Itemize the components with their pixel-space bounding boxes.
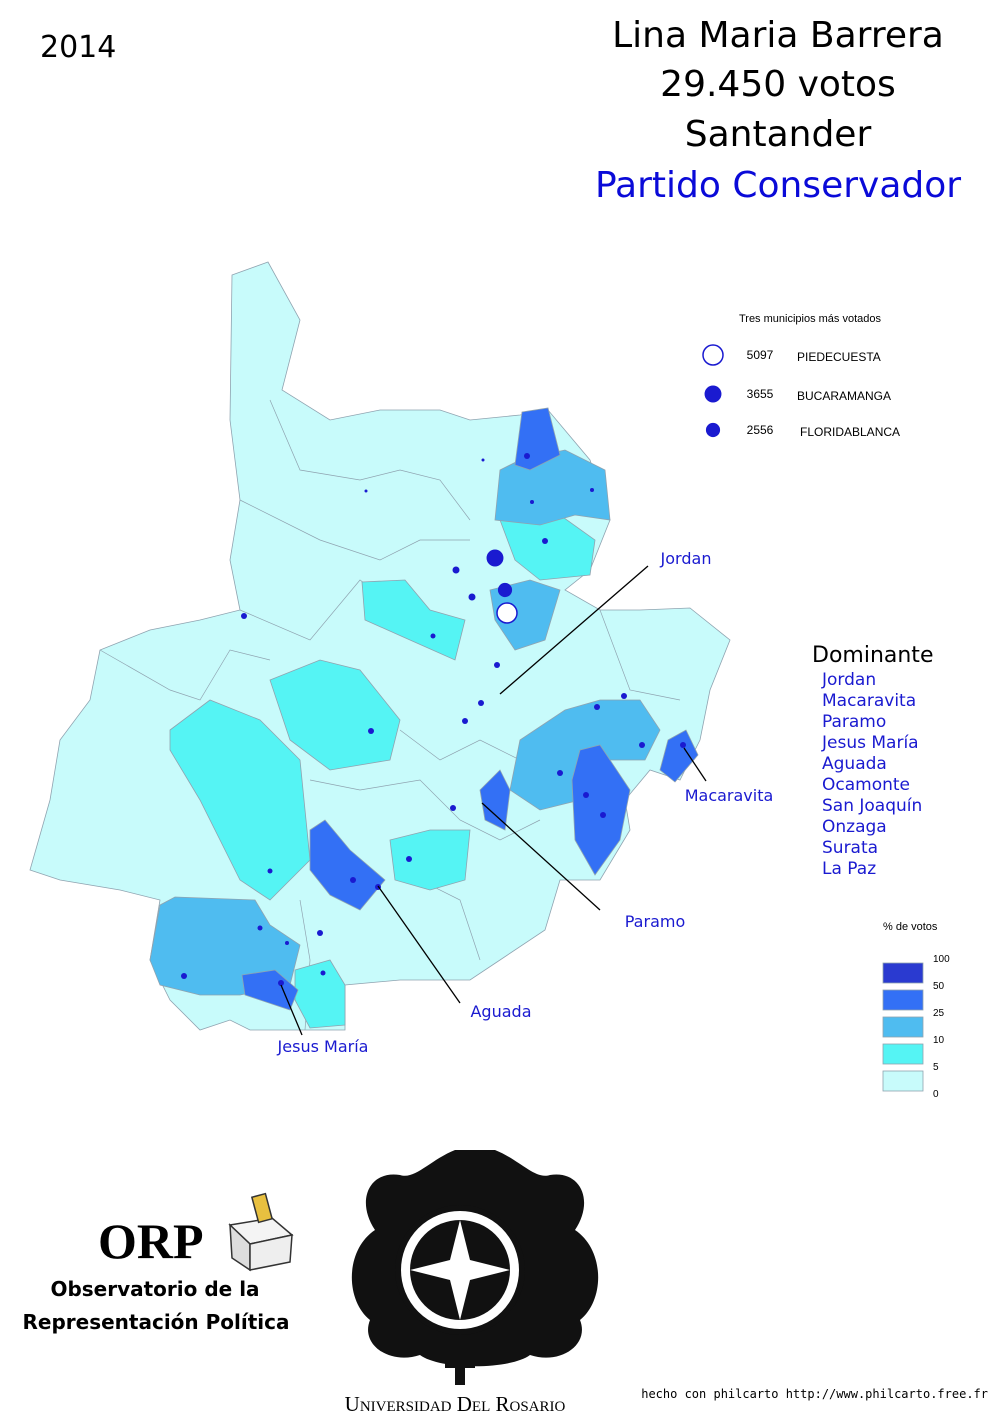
legend-name: PIEDECUESTA <box>797 350 881 364</box>
top-municipality-symbols <box>486 549 518 624</box>
legend-swatch <box>882 1070 924 1092</box>
dominant-item: Macaravita <box>822 691 916 711</box>
region-25-50 <box>309 819 386 911</box>
callout-line <box>377 885 461 1004</box>
legend-swatch <box>882 1016 924 1038</box>
legend-break: 100 <box>933 954 950 965</box>
map: Jordan Macaravita Paramo Aguada Jesus María <box>29 261 774 1056</box>
year: 2014 <box>40 30 116 65</box>
credit: hecho con philcarto http://www.philcarto… <box>641 1387 988 1401</box>
region-5-10 <box>169 699 311 901</box>
dominant-item: Jordan <box>821 670 876 690</box>
callout-line <box>481 802 601 911</box>
vote-total: 29.450 votos <box>660 64 896 105</box>
dominant-item: San Joaquín <box>822 796 922 816</box>
region-5-10 <box>294 959 346 1029</box>
callout-line <box>280 984 303 1036</box>
callout-label: Aguada <box>470 1002 531 1021</box>
callout-label: Macaravita <box>685 786 774 805</box>
legend-symbol <box>704 385 722 403</box>
legend-break: 0 <box>933 1089 939 1100</box>
party: Partido Conservador <box>595 165 961 206</box>
orp-line-1: Observatorio de la <box>50 1277 259 1301</box>
dominant-title: Dominante <box>812 643 933 668</box>
callouts: Jordan Macaravita Paramo Aguada Jesus María <box>277 549 774 1056</box>
ballot-icon <box>228 1192 294 1272</box>
legend-symbol <box>702 344 724 366</box>
legend-symbol <box>705 422 721 438</box>
callout-line <box>499 565 649 695</box>
legend-name: BUCARAMANGA <box>797 389 891 403</box>
map-symbol <box>496 602 518 624</box>
callout-label: Paramo <box>625 912 686 931</box>
region-25-50 <box>659 729 699 783</box>
orp-line-2: Representación Política <box>22 1310 289 1334</box>
top-municipalities-legend: Tres municipios más votados 5097 PIEDECUE… <box>702 313 900 439</box>
dominant-item: Ocamonte <box>822 775 910 795</box>
legend-title: % de votos <box>883 921 938 933</box>
region-25-50 <box>571 744 631 876</box>
legend-break: 50 <box>933 981 945 992</box>
callout-label: Jesus María <box>277 1037 369 1056</box>
dominant-item: Jesus María <box>821 733 919 753</box>
university-crest: Universidad Del Rosario <box>345 1150 599 1414</box>
legend-swatch <box>882 989 924 1011</box>
municipal-dots <box>181 453 686 986</box>
region-25-50 <box>241 969 299 1011</box>
map-symbol <box>486 549 504 567</box>
candidate-name: Lina Maria Barrera <box>612 15 944 56</box>
legend-title: Tres municipios más votados <box>739 313 882 325</box>
region-5-10 <box>269 659 401 771</box>
orp-logo: ORP Observatorio de la Representación Po… <box>22 1192 294 1334</box>
orp-acronym: ORP <box>98 1213 204 1269</box>
callout-line <box>683 747 707 782</box>
legend-votes: 5097 <box>747 348 774 362</box>
dominant-item: Paramo <box>822 712 886 732</box>
legend-break: 25 <box>933 1008 945 1019</box>
region-10-25 <box>489 579 561 651</box>
legend-break: 10 <box>933 1035 945 1046</box>
university-name: Universidad Del Rosario <box>345 1392 566 1414</box>
dominant-item: Aguada <box>822 754 887 774</box>
dominant-item: La Paz <box>822 859 876 879</box>
legend-swatch <box>882 1043 924 1065</box>
callout-label: Jordan <box>660 549 712 568</box>
region-5-10 <box>389 829 471 891</box>
department: Santander <box>685 114 872 155</box>
dominant-item: Onzaga <box>822 817 887 837</box>
dominant-item: Surata <box>822 838 878 858</box>
region-25-50 <box>479 769 511 831</box>
region-5-10 <box>361 579 466 661</box>
legend-votes: 3655 <box>747 387 774 401</box>
map-symbol <box>497 582 513 598</box>
legend-name: FLORIDABLANCA <box>800 425 900 439</box>
legend-votes: 2556 <box>747 423 774 437</box>
legend-swatch <box>882 962 924 984</box>
legend-break: 5 <box>933 1062 939 1073</box>
